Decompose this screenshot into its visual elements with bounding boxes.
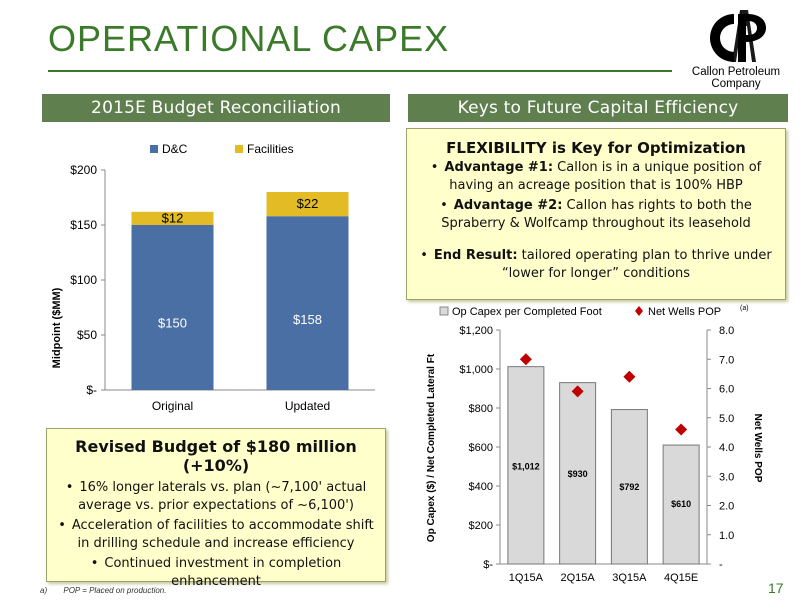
chart1-bar-facilities bbox=[266, 192, 349, 217]
chart2-xtick-label: 4Q15E bbox=[664, 572, 698, 584]
chart2-ytick-label: $600 bbox=[469, 442, 493, 454]
chart2-ylabel: Op Capex ($) / Net Completed Lateral Ft bbox=[426, 353, 437, 542]
chart1-data-label: $22 bbox=[297, 196, 319, 211]
chart1-data-label: $158 bbox=[293, 312, 322, 327]
chart1-bar-facilities bbox=[131, 211, 214, 225]
chart2-y2tick-label: 7.0 bbox=[719, 354, 734, 366]
chart2-xtick-label: 1Q15A bbox=[509, 572, 544, 584]
revised-bullet-1: 16% longer laterals vs. plan (~7,100' ac… bbox=[53, 479, 379, 515]
chart2-y2tick-label: 3.0 bbox=[719, 471, 734, 483]
chart2-data-label: $610 bbox=[671, 499, 691, 509]
chart2-data-label: $930 bbox=[568, 469, 588, 479]
chart2-y2label: Net Wells POP bbox=[752, 414, 763, 483]
flexibility-bullet-2: Advantage #2: Callon has rights to both … bbox=[407, 197, 785, 233]
chart2-ytick-label: $400 bbox=[469, 481, 493, 493]
chart1-data-label: $12 bbox=[162, 210, 184, 225]
chart2-y2tick-label: 4.0 bbox=[719, 442, 734, 454]
chart2-point-net-wells bbox=[675, 423, 688, 436]
chart2-y2tick-label: 2.0 bbox=[719, 501, 734, 513]
flexibility-bullet-2-text: Callon has rights to both the Spraberry … bbox=[441, 198, 752, 231]
chart1-data-label: $150 bbox=[158, 315, 187, 330]
revised-budget-callout: Revised Budget of $180 million (+10%) 16… bbox=[46, 428, 386, 589]
flexibility-bullet-3: End Result: tailored operating plan to t… bbox=[407, 247, 785, 283]
chart2-bar bbox=[559, 382, 597, 565]
chart2-legend-swatch-1 bbox=[635, 306, 643, 316]
chart2-data-label: $792 bbox=[619, 482, 639, 492]
chart2-ytick-label: $200 bbox=[469, 520, 493, 532]
revised-bullet-2: Acceleration of facilities to accommodat… bbox=[53, 517, 379, 553]
budget-reconciliation-header: 2015E Budget Reconciliation bbox=[42, 94, 390, 122]
chart2-xtick-label: 3Q15A bbox=[612, 572, 647, 584]
title-rule bbox=[48, 70, 672, 72]
chart2-point-net-wells bbox=[519, 353, 532, 366]
chart1-ytick-label: $200 bbox=[70, 163, 97, 177]
chart2-point-net-wells bbox=[623, 370, 636, 383]
footnote: a) POP = Placed on production. bbox=[40, 586, 166, 595]
chart2-y2tick-label: 8.0 bbox=[719, 325, 734, 337]
page-title: OPERATIONAL CAPEX bbox=[48, 18, 450, 59]
revised-bullet-3: Continued investment in completion enhan… bbox=[53, 555, 379, 591]
flexibility-bullet-1-text: Callon is in a unique position of having… bbox=[449, 160, 762, 193]
chart1-ytick-label: $50 bbox=[77, 328, 97, 342]
chart2-ytick-label: $1,200 bbox=[459, 325, 493, 337]
chart1-xtick-label: Updated bbox=[285, 399, 330, 413]
chart1-legend-swatch-1 bbox=[235, 145, 243, 153]
chart1-legend-label-1: Facilities bbox=[247, 142, 294, 156]
chart1-ytick-label: $- bbox=[86, 383, 97, 397]
chart2-ytick-label: $- bbox=[483, 559, 493, 571]
chart1-bar-dc bbox=[131, 225, 214, 390]
chart1-bar-dc bbox=[266, 216, 349, 390]
chart1-legend-label-0: D&C bbox=[162, 142, 188, 156]
chart2-data-label: $1,012 bbox=[512, 461, 540, 471]
chart2-y2tick-label: 5.0 bbox=[719, 413, 734, 425]
chart1-xtick-label: Original bbox=[152, 399, 193, 413]
chart2-y2tick-label: - bbox=[719, 559, 723, 571]
company-logo: Callon Petroleum Company bbox=[676, 8, 796, 92]
flexibility-bullet-1: Advantage #1: Callon is in a unique posi… bbox=[407, 159, 785, 195]
chart2-legend-swatch-0 bbox=[439, 306, 449, 316]
capital-efficiency-header: Keys to Future Capital Efficiency bbox=[408, 94, 788, 122]
logo-company-name: Callon Petroleum bbox=[691, 66, 781, 78]
chart2-xtick-label: 2Q15A bbox=[561, 572, 596, 584]
logo-company-suffix: Company bbox=[711, 78, 761, 90]
chart2-bar bbox=[507, 366, 545, 565]
footnote-marker: a) bbox=[40, 586, 48, 595]
chart2-y2tick-label: 6.0 bbox=[719, 384, 734, 396]
chart2-y2tick-label: 1.0 bbox=[719, 530, 734, 542]
chart2-legend-superscript: (a) bbox=[740, 305, 749, 312]
flexibility-bullet-2-bold: Advantage #2: bbox=[453, 198, 563, 213]
footnote-text: POP = Placed on production. bbox=[63, 586, 167, 595]
revised-budget-title: Revised Budget of $180 million (+10%) bbox=[75, 437, 357, 475]
flexibility-callout: FLEXIBILITY is Key for Optimization Adva… bbox=[406, 128, 786, 300]
derrick-logo-icon bbox=[710, 10, 766, 62]
chart2-bar bbox=[662, 444, 700, 565]
budget-stacked-bar-chart: D&C Facilities Midpoint ($MM) $- $50 $100 $1… bbox=[51, 142, 375, 413]
chart2-legend-label-0: Op Capex per Completed Foot bbox=[452, 306, 602, 318]
chart2-bar bbox=[610, 409, 648, 565]
chart2-ytick-label: $1,000 bbox=[459, 364, 493, 376]
chart2-point-net-wells bbox=[571, 385, 584, 398]
flexibility-title: FLEXIBILITY is Key for Optimization bbox=[446, 139, 746, 157]
flexibility-bullet-1-bold: Advantage #1: bbox=[444, 160, 554, 175]
chart1-legend-swatch-0 bbox=[150, 145, 158, 153]
chart1-ytick-label: $150 bbox=[70, 218, 97, 232]
chart2-legend-label-1: Net Wells POP bbox=[648, 306, 721, 318]
page-number: 17 bbox=[768, 580, 784, 596]
chart2-ytick-label: $800 bbox=[469, 403, 493, 415]
flexibility-bullet-3-text: tailored operating plan to thrive under … bbox=[501, 248, 772, 281]
chart1-ylabel: Midpoint ($MM) bbox=[51, 287, 63, 368]
op-capex-combo-chart: Op Capex per Completed Foot Net Wells POP… bbox=[426, 305, 763, 584]
flexibility-bullet-3-bold: End Result: bbox=[433, 248, 518, 263]
chart1-ytick-label: $100 bbox=[70, 273, 97, 287]
